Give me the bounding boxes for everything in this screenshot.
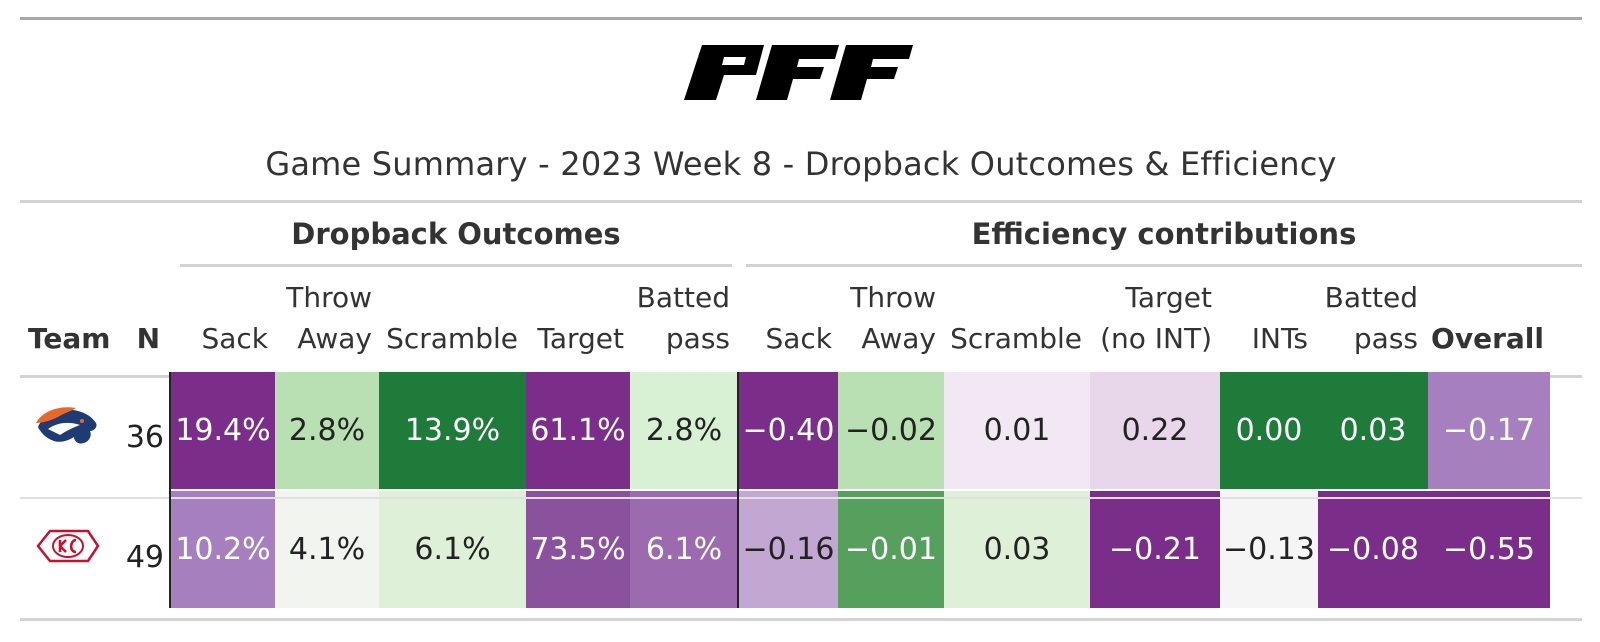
row-2-eff-sack-cell: −0.16	[739, 491, 838, 608]
pff-logo	[684, 45, 913, 100]
row-2-n: 49	[125, 539, 164, 575]
row-1-eff-scramble-cell: 0.01	[944, 372, 1090, 489]
col-throw-away-line1: Throw	[286, 281, 372, 314]
row-1-eff-overall-cell: −0.17	[1428, 372, 1550, 489]
row-2-eff-throw-away-cell: −0.01	[838, 491, 944, 608]
col-eff-overall: Overall	[1431, 322, 1544, 355]
col-eff-batted-line2: pass	[1353, 322, 1418, 355]
row-1-n: 36	[125, 419, 164, 455]
row-2-scramble-cell: 6.1%	[379, 491, 526, 608]
row-1-batted-pass-cell: 2.8%	[630, 372, 738, 489]
col-eff-ints: INTs	[1251, 322, 1308, 355]
col-eff-target-line1: Target	[1125, 281, 1212, 314]
spanner-efficiency-contributions: Efficiency contributions	[971, 217, 1357, 251]
broncos-logo-icon	[36, 407, 97, 444]
row-divider	[20, 497, 1582, 499]
col-team: Team	[28, 322, 111, 355]
row-2-target-cell: 73.5%	[526, 491, 630, 608]
row-2-batted-pass-cell: 6.1%	[630, 491, 738, 608]
middle-divider	[737, 372, 739, 608]
col-target: Target	[537, 322, 624, 355]
col-eff-throw-line2: Away	[861, 322, 936, 355]
row-2-sack-cell: 10.2%	[171, 491, 275, 608]
row-1-target-cell: 61.1%	[526, 372, 630, 489]
spanner-efficiency-rule	[746, 264, 1582, 267]
row-1-eff-ints-cell: 0.00	[1220, 372, 1318, 489]
col-scramble: Scramble	[386, 322, 518, 355]
col-eff-batted-line1: Batted	[1324, 281, 1418, 314]
title-rule	[20, 200, 1582, 203]
col-eff-sack: Sack	[765, 322, 832, 355]
spanner-dropback-rule	[180, 264, 732, 267]
spanner-dropback-outcomes: Dropback Outcomes	[291, 217, 621, 251]
row-1-scramble-cell: 13.9%	[379, 372, 526, 489]
row-2-eff-ints-cell: −0.13	[1220, 491, 1318, 608]
row-1-sack-cell: 19.4%	[171, 372, 275, 489]
col-batted-line2: pass	[665, 322, 730, 355]
left-divider	[169, 372, 171, 608]
col-n: N	[136, 322, 160, 355]
row-2-eff-scramble-cell: 0.03	[944, 491, 1090, 608]
col-throw-away-line2: Away	[297, 322, 372, 355]
row-1-eff-throw-away-cell: −0.02	[838, 372, 944, 489]
row-1-eff-sack-cell: −0.40	[739, 372, 838, 489]
chiefs-logo-icon	[36, 529, 100, 563]
col-eff-target-line2: (no INT)	[1100, 322, 1212, 355]
col-eff-throw-line1: Throw	[850, 281, 936, 314]
col-batted-line1: Batted	[636, 281, 730, 314]
col-eff-scramble: Scramble	[950, 322, 1082, 355]
row-1-eff-batted-pass-cell: 0.03	[1318, 372, 1428, 489]
table-title: Game Summary - 2023 Week 8 - Dropback Ou…	[265, 145, 1337, 183]
row-2-eff-overall-cell: −0.55	[1428, 491, 1550, 608]
row-2-eff-batted-pass-cell: −0.08	[1318, 491, 1428, 608]
row-2-eff-target-cell: −0.21	[1090, 491, 1220, 608]
col-sack: Sack	[201, 322, 268, 355]
row-1-eff-target-cell: 0.22	[1090, 372, 1220, 489]
row-1-throw-away-cell: 2.8%	[275, 372, 379, 489]
bottom-rule	[20, 618, 1582, 621]
top-rule	[20, 17, 1582, 20]
row-2-throw-away-cell: 4.1%	[275, 491, 379, 608]
